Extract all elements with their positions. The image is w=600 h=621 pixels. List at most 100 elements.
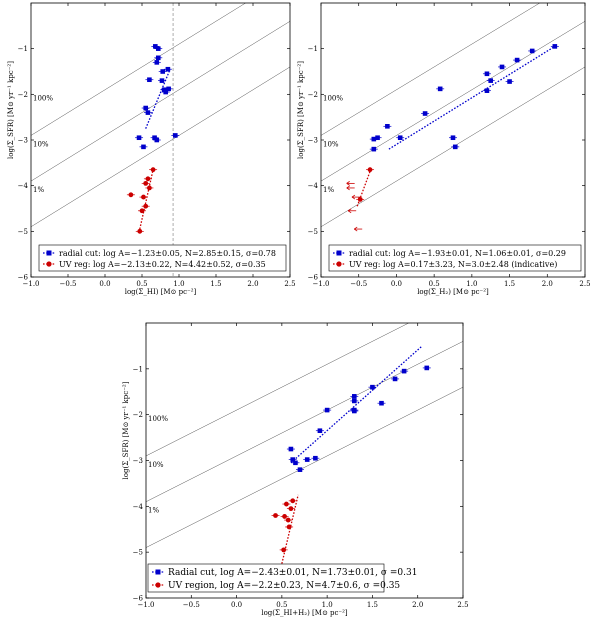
fit-line-radial-cut <box>290 345 423 464</box>
data-point-square <box>136 135 142 141</box>
plot-area <box>31 3 290 277</box>
data-point-square <box>154 137 160 143</box>
y-tick-label: −6 <box>18 274 29 282</box>
data-point-square <box>143 105 148 111</box>
x-tick-label: 1.0 <box>322 601 333 609</box>
data-point-circle <box>357 196 363 202</box>
data-point-circle <box>145 176 151 182</box>
data-point-square <box>155 46 161 51</box>
legend-swatch-marker <box>155 569 161 575</box>
data-point-square <box>304 457 310 462</box>
data-point-circle <box>367 167 373 173</box>
legend-swatch-marker <box>336 250 342 256</box>
x-tick-label: 0.5 <box>276 601 287 609</box>
legend-box <box>328 244 582 272</box>
upper-limit-arrowhead <box>346 185 350 191</box>
x-tick-label: 0.5 <box>136 280 147 288</box>
data-point-square <box>514 57 520 63</box>
data-point-circle <box>139 208 145 214</box>
efficiency-line-2 <box>31 21 290 182</box>
data-point-square <box>379 400 384 406</box>
data-point-circle <box>285 517 291 523</box>
efficiency-line-2 <box>146 341 463 502</box>
fit-line-radial-cut <box>145 68 171 129</box>
data-point-circle <box>137 228 143 234</box>
data-point-square <box>147 77 152 83</box>
data-point-square <box>290 457 296 462</box>
y-tick-label: −5 <box>18 228 28 236</box>
data-point-square <box>422 111 428 116</box>
data-point-square <box>529 48 535 54</box>
y-tick-label: −4 <box>18 182 29 190</box>
data-point-circle <box>281 547 287 553</box>
y-axis-label: log(Σ_SFR) [M⊙ yr⁻¹ kpc⁻²] <box>122 381 130 479</box>
y-tick-label: −3 <box>133 457 143 465</box>
data-point-square <box>145 110 151 115</box>
x-tick-label: −0.5 <box>60 280 77 288</box>
chart-panel-top-right: 100% 10% 1% −1.0 −0.5 0.0 0.5 1.0 1.5 2.0 2.5 −1 −2 −… <box>297 2 591 296</box>
efficiency-line-3 <box>146 386 463 548</box>
data-point-square <box>484 88 490 93</box>
data-point-square <box>484 71 490 77</box>
data-point-circle <box>147 185 152 191</box>
x-axis-label: log(Σ_HI) [M⊙ pc⁻²] <box>125 288 197 296</box>
data-point-square <box>375 135 380 141</box>
data-point-square <box>552 44 558 49</box>
data-point-square <box>352 408 357 414</box>
data-point-square <box>324 407 330 413</box>
data-point-square <box>313 455 318 461</box>
efficiency-line-3 <box>31 66 290 227</box>
upper-limit-arrowhead <box>346 181 350 186</box>
efficiency-line-1 <box>146 323 410 457</box>
data-point-circle <box>283 501 289 507</box>
x-tick-label: −0.5 <box>350 280 367 288</box>
data-point-square <box>159 78 165 83</box>
y-tick-label: −2 <box>133 411 143 419</box>
data-point-square <box>397 135 403 141</box>
x-tick-label: 1.0 <box>466 280 477 288</box>
data-point-square <box>488 78 494 83</box>
efficiency-label: 1% <box>148 507 159 515</box>
data-point-square <box>163 89 168 95</box>
data-point-square <box>452 144 458 150</box>
y-tick-label: −5 <box>308 228 318 236</box>
y-tick-label: −4 <box>308 182 319 190</box>
x-tick-label: −0.5 <box>183 601 200 609</box>
x-tick-label: 1.5 <box>210 280 221 288</box>
x-tick-label: 2.0 <box>542 280 553 288</box>
legend-entry: UV region, log A=−2.2±0.23, N=4.7±0.6, σ… <box>168 581 400 591</box>
y-tick-label: −5 <box>133 549 143 557</box>
x-tick-label: 1.5 <box>504 280 515 288</box>
data-point-circle <box>286 524 292 530</box>
efficiency-line-2 <box>321 21 585 182</box>
data-point-square <box>392 376 398 382</box>
efficiency-label: 100% <box>33 95 53 103</box>
upper-limit-arrowhead <box>353 226 358 232</box>
efficiency-label: 10% <box>33 140 49 148</box>
fit-line-radial-cut <box>388 45 556 150</box>
data-point-square <box>437 86 443 92</box>
y-tick-label: −6 <box>308 274 319 282</box>
axes-frame <box>145 322 464 599</box>
x-axis-label: log(Σ_H₂) [M⊙ pc⁻²] <box>417 288 489 296</box>
plot-area <box>146 323 463 564</box>
efficiency-label: 100% <box>148 415 168 423</box>
legend-swatch-marker <box>155 582 161 588</box>
x-tick-label: −1.0 <box>23 280 40 288</box>
data-point-square <box>297 467 303 472</box>
y-tick-label: −1 <box>18 45 28 53</box>
chart-panel-top-left: 100% 10% 1% −1.0 −0.5 0.0 0.5 1.0 1.5 2.0 2.5 −1 −2 −… <box>7 2 296 296</box>
efficiency-label: 10% <box>323 140 339 148</box>
legend-entry: UV reg: log A=0.17±3.23, N=3.0±2.48 (ind… <box>349 260 557 269</box>
plot-area <box>321 3 585 232</box>
chart-panel-bottom: 100% 10% 1% −1.0 −0.5 0.0 0.5 1.0 1.5 2.0 2.5 −1 −2 −… <box>122 322 469 617</box>
data-point-square <box>155 55 161 61</box>
data-point-square <box>450 135 456 141</box>
fit-line-uv-reg <box>139 169 154 230</box>
efficiency-line-1 <box>321 3 541 136</box>
data-point-circle <box>273 513 278 518</box>
x-tick-label: 2.0 <box>412 601 423 609</box>
y-tick-label: −3 <box>18 137 28 145</box>
data-point-circle <box>128 192 134 198</box>
